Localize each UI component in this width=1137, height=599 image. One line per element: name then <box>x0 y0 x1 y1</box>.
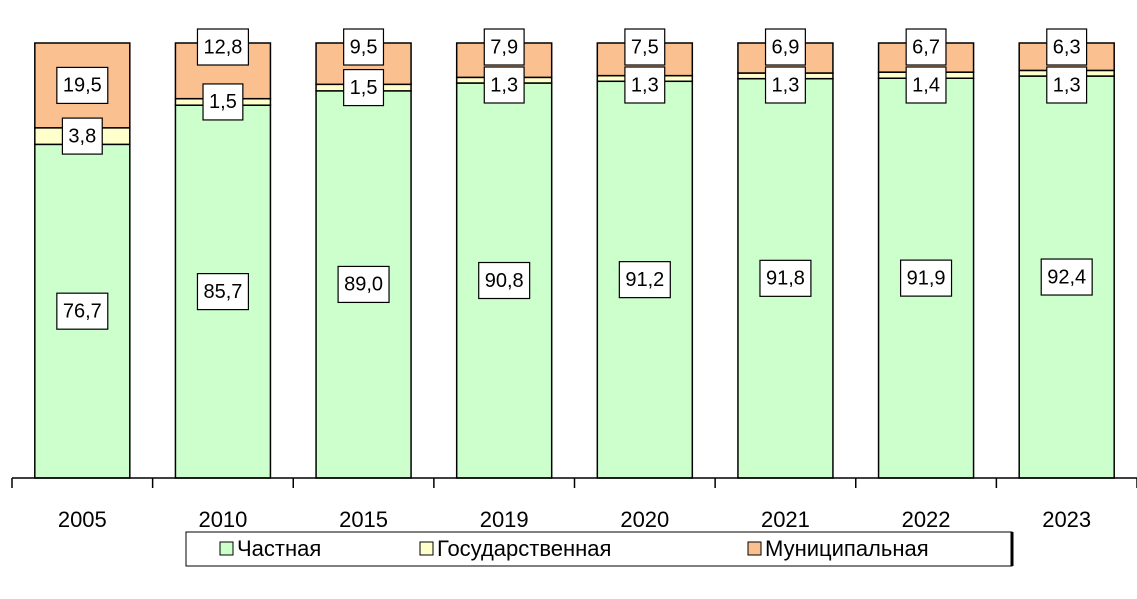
data-label-box <box>905 28 947 66</box>
data-label-box <box>56 292 109 330</box>
data-label: 7,9 <box>490 36 518 58</box>
legend-swatch <box>219 541 234 556</box>
data-label: 91,9 <box>907 267 946 289</box>
data-label-box <box>196 273 250 311</box>
data-label-box <box>1046 28 1088 66</box>
data-label-box <box>196 28 250 66</box>
data-label-box <box>343 28 385 66</box>
data-label: 19,5 <box>63 75 102 97</box>
legend-label: Частная <box>237 536 321 561</box>
x-tick-label: 2021 <box>761 507 810 532</box>
x-tick-label: 2005 <box>58 507 107 532</box>
data-label-box <box>899 259 953 297</box>
legend-box <box>185 531 1013 567</box>
legend-label: Муниципальная <box>765 536 929 561</box>
legend-swatch <box>747 541 762 556</box>
data-label: 7,5 <box>631 36 659 58</box>
x-tick-label: 2019 <box>480 507 529 532</box>
data-label: 6,7 <box>912 36 940 58</box>
data-label: 12,8 <box>203 36 242 58</box>
bars <box>34 42 1115 479</box>
data-label: 1,3 <box>490 74 518 96</box>
data-label: 85,7 <box>203 281 242 303</box>
data-label-box <box>624 66 666 104</box>
data-label-box <box>483 28 525 66</box>
x-tick-label: 2022 <box>902 507 951 532</box>
data-label-box <box>1046 66 1088 104</box>
data-label: 91,8 <box>766 268 805 290</box>
data-label: 3,8 <box>68 125 96 147</box>
data-label-box <box>478 261 531 300</box>
data-label-box <box>1040 258 1093 296</box>
data-label-box <box>343 68 385 107</box>
data-label: 1,4 <box>912 74 940 96</box>
legend-label: Государственная <box>437 536 611 561</box>
data-label: 91,2 <box>625 269 664 291</box>
data-label: 6,3 <box>1053 36 1081 58</box>
data-label-box <box>202 83 244 121</box>
legend-swatch <box>419 541 434 556</box>
x-tick-label: 2015 <box>339 507 388 532</box>
data-label: 1,3 <box>631 74 659 96</box>
data-label-box <box>483 66 525 104</box>
data-label-box <box>61 117 103 155</box>
x-tick-label: 2010 <box>198 507 247 532</box>
data-label: 92,4 <box>1047 266 1086 288</box>
data-label: 1,5 <box>209 91 237 113</box>
data-label: 1,3 <box>1053 74 1081 96</box>
data-label: 76,7 <box>63 300 102 322</box>
data-label: 9,5 <box>350 36 378 58</box>
x-tick-label: 2020 <box>620 507 669 532</box>
data-label-box <box>624 28 666 66</box>
data-label-box <box>56 66 109 105</box>
data-label-box <box>764 28 806 66</box>
data-label: 6,9 <box>772 36 800 58</box>
data-label-box <box>618 261 671 299</box>
data-label-box <box>905 66 947 104</box>
data-label: 1,5 <box>350 77 378 99</box>
data-label: 1,3 <box>772 74 800 96</box>
data-label-box <box>337 265 390 304</box>
x-tick-label: 2023 <box>1042 507 1091 532</box>
data-label: 90,8 <box>485 270 524 292</box>
data-label-box <box>764 66 806 104</box>
labels: 76,7 3,8 19,5 85,7 1,5 12,8 89,0 1,5 9,5 90,8 1,3 7… <box>56 28 1093 330</box>
data-label: 89,0 <box>344 274 383 296</box>
data-label-box <box>759 259 812 297</box>
